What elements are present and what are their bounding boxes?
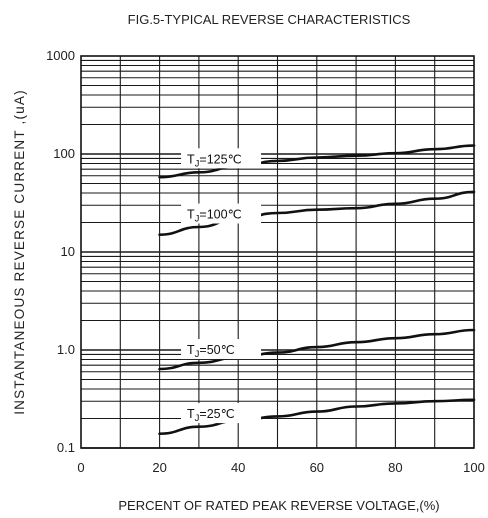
y-tick-labels: 0.1 1.0 10 100 1000 — [46, 48, 75, 455]
series-labels: TJ=125℃ TJ=100℃ TJ=50℃ TJ=25℃ — [181, 148, 262, 424]
x-axis-label: PERCENT OF RATED PEAK REVERSE VOLTAGE,(%… — [118, 498, 439, 513]
series-label-2: TJ=100℃ — [187, 208, 242, 225]
series-label-background — [181, 148, 262, 169]
series-lines — [158, 144, 476, 435]
y-tick-label: 0.1 — [57, 440, 75, 455]
x-tick-label: 20 — [152, 460, 166, 475]
chart-title: FIG.5-TYPICAL REVERSE CHARACTERISTICS — [128, 12, 411, 27]
x-tick-label: 100 — [463, 460, 485, 475]
plot-frame — [80, 55, 475, 449]
y-tick-label: 1.0 — [57, 342, 75, 357]
series-line-4 — [158, 398, 476, 435]
series-label-background — [181, 339, 262, 360]
y-tick-label: 100 — [53, 146, 75, 161]
series-line-1 — [158, 144, 476, 179]
series-line-2 — [158, 190, 476, 236]
x-tick-label: 0 — [77, 460, 84, 475]
y-tick-label: 1000 — [46, 48, 75, 63]
y-axis-label: INSTANTANEOUS REVERSE CURRENT ,(uA) — [12, 89, 27, 415]
y-tick-label: 10 — [61, 244, 75, 259]
x-tick-labels: 0 20 40 60 80 100 — [77, 460, 484, 475]
x-tick-label: 40 — [231, 460, 245, 475]
series-label-3: TJ=50℃ — [187, 343, 235, 360]
series-label-1: TJ=125℃ — [187, 152, 242, 169]
grid — [81, 56, 474, 449]
x-tick-label: 80 — [388, 460, 402, 475]
series-label-background — [181, 203, 262, 224]
series-line-3 — [158, 328, 476, 371]
series-label-4: TJ=25℃ — [187, 407, 235, 424]
x-tick-label: 60 — [310, 460, 324, 475]
series-label-background — [181, 403, 262, 424]
